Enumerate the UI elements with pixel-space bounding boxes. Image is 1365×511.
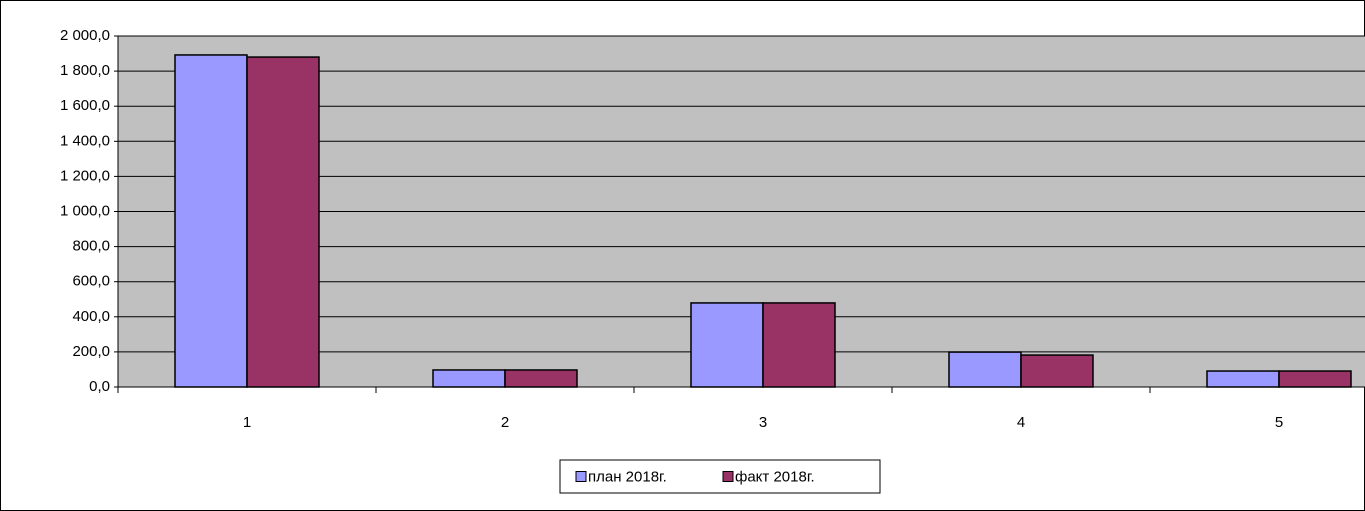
x-tick-label: 4 — [1017, 414, 1025, 431]
y-tick-label: 1 000,0 — [60, 202, 110, 219]
y-tick-label: 600,0 — [72, 273, 110, 290]
bar — [432, 369, 506, 388]
y-tick-label: 1 600,0 — [60, 97, 110, 114]
x-tick-label: 3 — [759, 414, 767, 431]
bar — [1278, 370, 1352, 388]
bar — [948, 351, 1022, 388]
bar — [1206, 370, 1280, 388]
y-tick-label: 2 000,0 — [60, 27, 110, 44]
bar — [690, 302, 764, 388]
x-tick-label: 1 — [243, 414, 251, 431]
y-tick-label: 1 400,0 — [60, 132, 110, 149]
y-tick-label: 1 200,0 — [60, 167, 110, 184]
bar — [504, 369, 578, 388]
y-tick-label: 400,0 — [72, 308, 110, 325]
bar — [762, 302, 836, 388]
legend-swatch — [575, 471, 587, 482]
bar — [1020, 354, 1094, 388]
y-tick-label: 0,0 — [89, 378, 110, 395]
x-tick-label: 2 — [501, 414, 509, 431]
x-tick-label: 5 — [1275, 414, 1283, 431]
y-tick-label: 800,0 — [72, 238, 110, 255]
y-tick-label: 1 800,0 — [60, 62, 110, 79]
legend-label: план 2018г. — [588, 468, 667, 485]
legend-swatch — [722, 471, 734, 482]
bar — [246, 56, 320, 388]
bar — [174, 54, 248, 388]
legend-box — [559, 459, 881, 494]
legend-label: факт 2018г. — [735, 468, 815, 485]
y-tick-label: 200,0 — [72, 343, 110, 360]
